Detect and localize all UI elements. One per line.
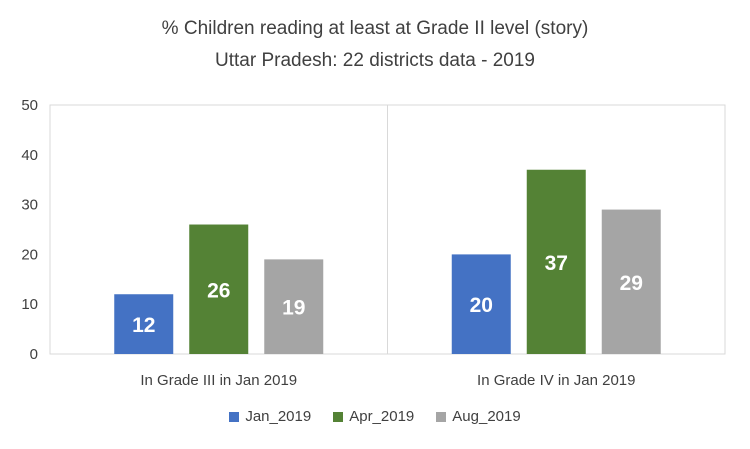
bar-apr-2019 — [526, 169, 586, 354]
y-tick-label: 10 — [21, 296, 38, 313]
bar-jan-2019 — [451, 254, 511, 354]
legend-item: Apr_2019 — [333, 408, 414, 425]
legend-item: Jan_2019 — [229, 408, 311, 425]
bar-jan-2019 — [114, 294, 174, 354]
bar-apr-2019 — [189, 224, 249, 354]
x-category-label: In Grade III in Jan 2019 — [140, 372, 297, 389]
data-label: 12 — [132, 314, 155, 337]
chart-subtitle: Uttar Pradesh: 22 districts data - 2019 — [215, 50, 535, 71]
legend-swatch — [436, 411, 447, 422]
chart-title: % Children reading at least at Grade II … — [161, 18, 589, 39]
data-label: 20 — [470, 294, 493, 317]
bar-aug-2019 — [601, 209, 661, 354]
y-tick-label: 30 — [21, 197, 38, 214]
legend-swatch — [229, 411, 240, 422]
x-category-label: In Grade IV in Jan 2019 — [477, 372, 635, 389]
y-tick-label: 50 — [21, 97, 38, 114]
legend-item: Aug_2019 — [436, 408, 521, 425]
y-tick-label: 20 — [21, 246, 38, 263]
data-label: 26 — [207, 279, 230, 302]
data-label: 19 — [282, 297, 305, 320]
legend-label: Aug_2019 — [452, 408, 521, 425]
y-tick-label: 40 — [21, 147, 38, 164]
data-label: 37 — [545, 252, 568, 275]
chart-legend: Jan_2019 Apr_2019 Aug_2019 — [0, 408, 750, 425]
legend-label: Jan_2019 — [245, 408, 312, 425]
legend-swatch — [333, 411, 344, 422]
y-tick-label: 0 — [30, 346, 38, 363]
legend-label: Apr_2019 — [349, 408, 415, 425]
bar-aug-2019 — [264, 259, 324, 354]
data-label: 29 — [620, 272, 643, 295]
